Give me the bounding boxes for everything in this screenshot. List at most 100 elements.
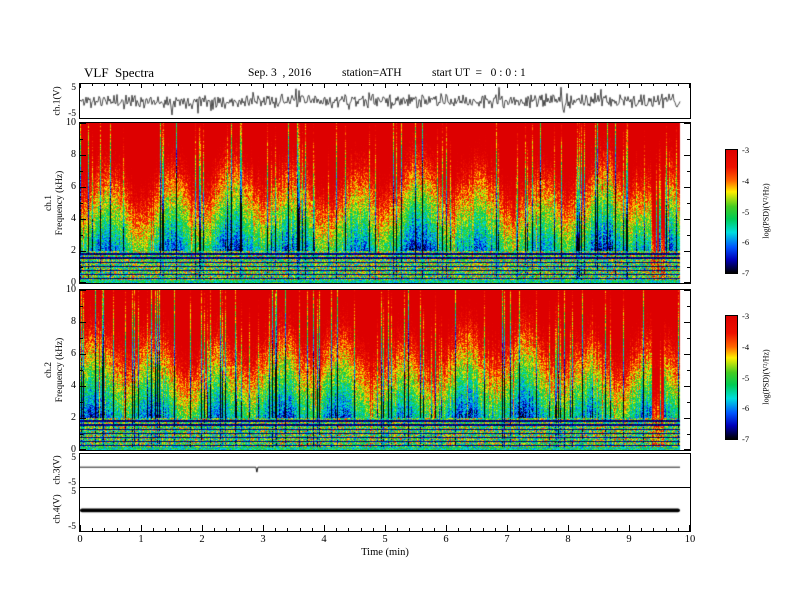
y-tick-label: 8 — [71, 149, 76, 160]
x-minor-tick — [226, 84, 228, 86]
y-major-tick — [684, 321, 690, 323]
x-major-tick — [507, 84, 508, 88]
x-tick-label: 10 — [684, 534, 696, 545]
x-major-tick — [324, 84, 325, 88]
x-minor-tick — [275, 84, 277, 86]
x-minor-tick — [592, 84, 594, 86]
colorbar-tick-label: -6 — [742, 237, 750, 248]
y-minor-tick — [687, 401, 690, 403]
x-minor-tick — [250, 528, 252, 531]
ch1-waveform-canvas — [80, 84, 690, 118]
y-major-tick — [684, 218, 690, 220]
y-major-tick — [80, 321, 86, 323]
y-major-tick — [80, 186, 86, 188]
x-major-tick — [446, 525, 447, 531]
x-minor-tick — [433, 528, 435, 531]
x-minor-tick — [482, 528, 484, 531]
y-major-tick — [684, 154, 690, 156]
x-minor-tick — [104, 84, 106, 86]
ch1-colorbar-unit-label: log(PSD)(V²/Hz) — [761, 183, 771, 239]
y-tick-label: 10 — [66, 284, 76, 295]
x-major-tick — [446, 84, 447, 88]
x-major-tick — [568, 525, 569, 531]
x-minor-tick — [665, 84, 667, 86]
y-minor-tick — [687, 369, 690, 371]
x-minor-tick — [519, 84, 521, 86]
ch3-waveform-canvas — [80, 454, 690, 487]
x-minor-tick — [543, 84, 545, 86]
x-tick-label: 3 — [260, 534, 266, 545]
y-minor-tick — [80, 234, 83, 236]
y-minor-tick — [687, 234, 690, 236]
x-major-tick — [324, 525, 325, 531]
x-minor-tick — [470, 528, 472, 531]
y-major-tick — [684, 186, 690, 188]
y-major-tick — [684, 281, 690, 283]
x-minor-tick — [92, 528, 94, 531]
y-tick-label: 4 — [71, 380, 76, 391]
x-minor-tick — [116, 84, 118, 86]
y-major-tick — [80, 290, 86, 291]
y-major-tick — [684, 417, 690, 419]
y-major-tick — [80, 385, 86, 387]
time-axis-label: Time (min) — [361, 547, 409, 558]
x-major-tick — [80, 525, 81, 531]
x-major-tick — [629, 525, 630, 531]
x-minor-tick — [287, 84, 289, 86]
x-minor-tick — [153, 528, 155, 531]
x-tick-label: 1 — [138, 534, 144, 545]
x-minor-tick — [482, 84, 484, 86]
x-major-tick — [202, 84, 203, 88]
x-minor-tick — [592, 528, 594, 531]
station-label: station=ATH — [342, 67, 402, 79]
ch2-colorbar — [725, 315, 738, 440]
x-major-tick — [141, 525, 142, 531]
y-minor-tick — [80, 266, 83, 268]
x-minor-tick — [458, 528, 460, 531]
ch2-spectrogram-panel — [79, 289, 691, 451]
x-minor-tick — [287, 528, 289, 531]
x-minor-tick — [433, 84, 435, 86]
colorbar-tick-label: -3 — [742, 311, 750, 321]
ch4-waveform-panel — [79, 487, 691, 532]
x-tick-label: 7 — [504, 534, 510, 545]
x-minor-tick — [372, 528, 374, 531]
x-minor-tick — [165, 528, 167, 531]
y-minor-tick — [687, 202, 690, 204]
colorbar-tick-label: -7 — [742, 268, 750, 278]
y-tick-label: 0 — [71, 277, 76, 288]
x-minor-tick — [580, 528, 582, 531]
colorbar-tick-label: -5 — [742, 206, 750, 217]
colorbar-tick-label: -4 — [742, 175, 750, 186]
ch2-spec-axis-label: ch.2 Frequency (kHz) — [44, 338, 66, 403]
x-major-tick — [688, 84, 690, 88]
date-label: Sep. 3 , 2016 — [248, 67, 312, 79]
x-minor-tick — [555, 528, 557, 531]
y-minor-tick — [687, 138, 690, 140]
x-minor-tick — [177, 528, 179, 531]
x-major-tick — [202, 525, 203, 531]
x-minor-tick — [299, 84, 301, 86]
x-tick-label: 0 — [77, 534, 83, 545]
y-tick-label: 4 — [71, 213, 76, 224]
ch3-waveform-panel — [79, 453, 691, 488]
y-major-tick — [684, 385, 690, 387]
x-minor-tick — [311, 84, 313, 86]
x-minor-tick — [165, 84, 167, 86]
colorbar-tick-label: -6 — [742, 403, 750, 414]
ch2-spec-frequency-label: Frequency (kHz) — [55, 337, 65, 403]
y-minor-tick — [687, 337, 690, 339]
x-minor-tick — [555, 84, 557, 86]
x-minor-tick — [409, 84, 411, 86]
x-minor-tick — [177, 84, 179, 86]
ch1-spectrogram-panel — [79, 122, 691, 284]
x-major-tick — [568, 84, 569, 88]
colorbar-tick-label: -4 — [742, 341, 750, 352]
x-minor-tick — [92, 84, 94, 86]
x-tick-label: 4 — [321, 534, 327, 545]
ch1-spectrogram-canvas — [80, 123, 690, 283]
x-tick-label: 5 — [382, 534, 388, 545]
x-tick-label: 2 — [199, 534, 205, 545]
y-major-tick — [80, 281, 86, 283]
